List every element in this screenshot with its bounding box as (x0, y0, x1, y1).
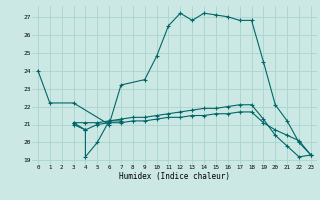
X-axis label: Humidex (Indice chaleur): Humidex (Indice chaleur) (119, 172, 230, 181)
